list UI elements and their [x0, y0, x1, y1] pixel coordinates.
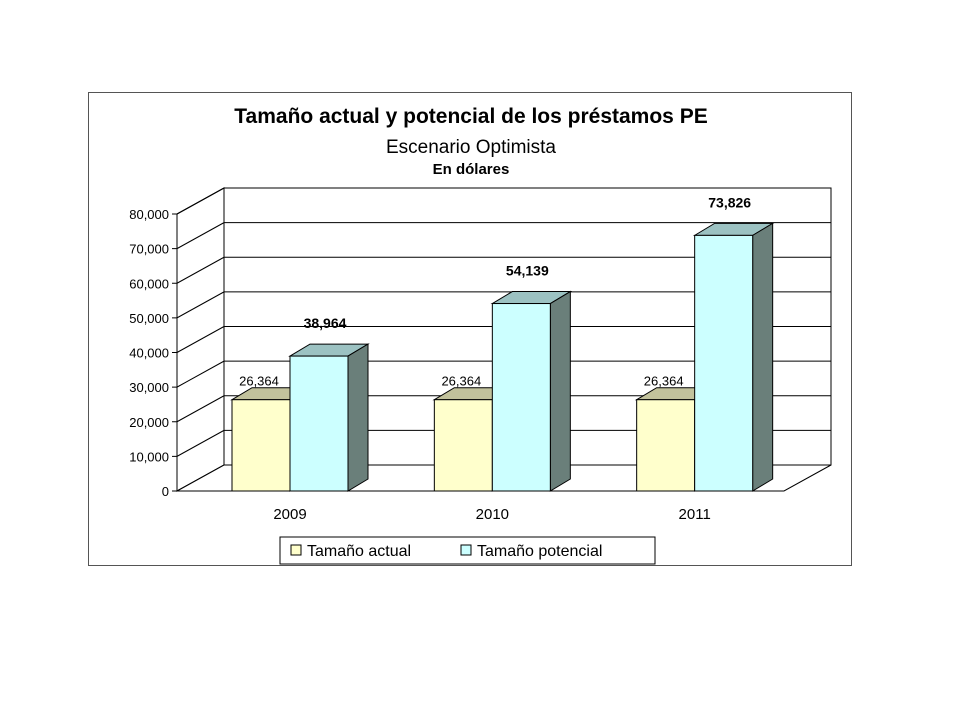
y-axis-ticks: 0 10,000 20,000 30,000 40,000 50,000 60,000 70,… [129, 207, 784, 499]
legend-label-actual: Tamaño actual [307, 543, 411, 560]
gridline-diagonal [176, 291, 225, 319]
gridline-diagonal [176, 222, 225, 250]
x-axis-categories: 2009 2010 2011 [273, 506, 710, 523]
gridline-diagonal [176, 429, 225, 457]
y-tick-label: 30,000 [129, 380, 169, 395]
gridline-diagonal [176, 326, 225, 353]
y-tick-label: 20,000 [129, 415, 169, 430]
bar-chart: Tamaño actual y potencial de los préstam… [129, 105, 832, 565]
chart-subtitle-units: En dólares [433, 161, 510, 178]
y-tick-label: 80,000 [129, 207, 169, 222]
data-label: 26,364 [239, 374, 279, 389]
bar [636, 399, 696, 492]
chart-title: Tamaño actual y potencial de los préstam… [234, 105, 707, 128]
chart-subtitle: Escenario Optimista [386, 137, 556, 158]
bar-side [347, 343, 369, 492]
x-category-label: 2009 [273, 506, 306, 523]
data-label: 26,364 [644, 374, 684, 389]
bar [231, 399, 291, 492]
x-category-label: 2010 [476, 506, 509, 523]
bar-side [752, 222, 774, 492]
bar [491, 303, 551, 492]
gridline-diagonal [176, 395, 225, 423]
legend-swatch-actual [290, 544, 302, 556]
chart-frame: Tamaño actual y potencial de los préstam… [88, 92, 852, 566]
bar [433, 399, 493, 492]
bar [289, 355, 349, 492]
gridline-diagonal [176, 187, 225, 215]
y-tick-label: 0 [162, 484, 169, 499]
data-label: 26,364 [441, 374, 481, 389]
bar-side [549, 290, 571, 492]
legend-swatch-potencial [460, 544, 472, 556]
gridline-diagonal [176, 256, 225, 284]
data-label: 54,139 [506, 263, 549, 279]
bar [694, 234, 754, 492]
y-tick-label: 10,000 [129, 449, 169, 464]
gridline-diagonal [176, 360, 225, 388]
bars: 26,364 38,964 26,364 54,139 26,364 73,826 [230, 194, 775, 492]
y-tick-label: 40,000 [129, 346, 169, 361]
data-label: 38,964 [304, 315, 347, 331]
y-tick-label: 50,000 [129, 311, 169, 326]
x-category-label: 2011 [679, 506, 711, 523]
legend-label-potencial: Tamaño potencial [477, 543, 602, 560]
y-tick-label: 60,000 [129, 276, 169, 291]
y-tick-label: 70,000 [129, 242, 169, 257]
data-label: 73,826 [708, 194, 751, 210]
legend: Tamaño actual Tamaño potencial [279, 536, 656, 565]
